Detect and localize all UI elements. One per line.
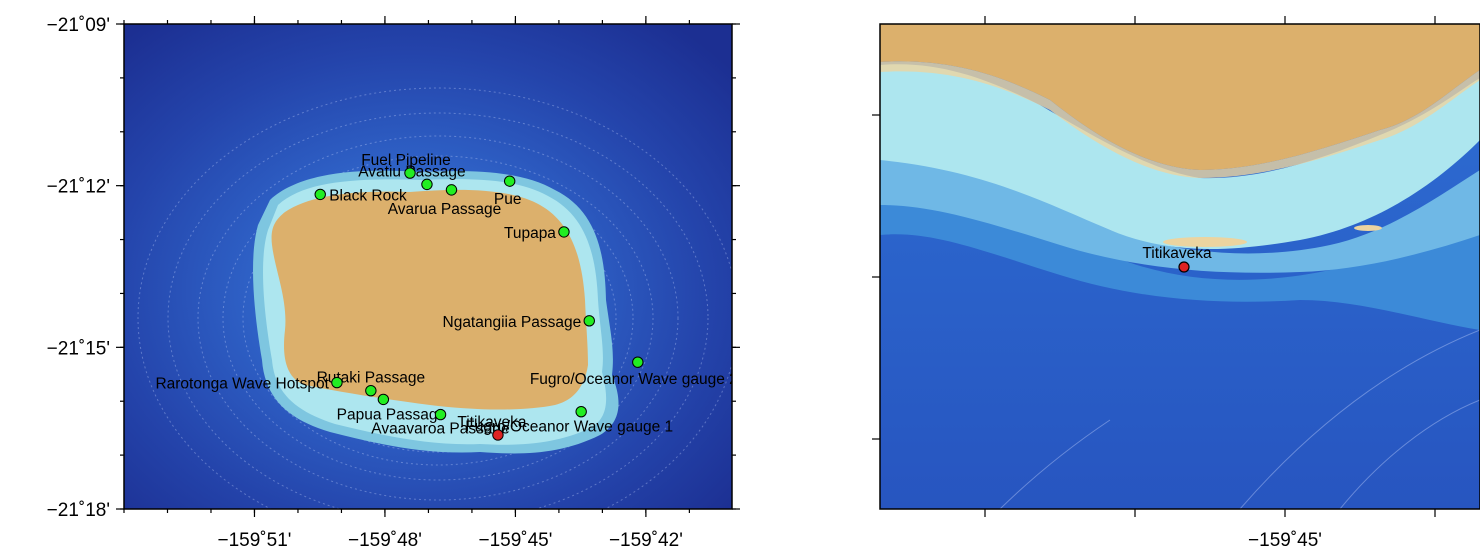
inset-small-islet [1163, 237, 1247, 247]
y-tick-label: −21˚15' [47, 338, 110, 359]
site-marker[interactable] [377, 393, 390, 406]
overview-map[interactable] [124, 24, 738, 548]
inset-map-frame [879, 23, 1480, 510]
site-marker[interactable] [434, 408, 447, 421]
inset-shelf-light [880, 130, 1480, 273]
site-marker[interactable] [492, 429, 504, 441]
site-label: Fugro/Oceanor Wave gauge 2 [530, 371, 738, 388]
x-tick-label: −159˚51' [218, 530, 292, 551]
site-label: Avaavaroa Passage [371, 421, 509, 438]
x-tick-label: −159˚42' [609, 530, 683, 551]
site-marker[interactable] [331, 376, 343, 389]
site-marker[interactable] [575, 405, 587, 418]
y-tick-label: −21˚18' [47, 500, 110, 521]
site-marker[interactable] [583, 315, 595, 327]
inset-map-sites[interactable]: Titikaveka [1142, 245, 1212, 273]
site-marker[interactable] [421, 178, 433, 191]
site-label: Papua Passage [337, 406, 446, 423]
island-land [271, 189, 588, 410]
site-marker[interactable] [404, 167, 416, 179]
inset-small-islet [1354, 225, 1382, 231]
inset-map-axis-labels: −159˚45' [1248, 530, 1322, 551]
inset-shelf [880, 160, 1480, 330]
inset-land-fringe [880, 61, 1480, 179]
inset-site-label: Titikaveka [1142, 245, 1212, 262]
x-tick-label: −159˚48' [348, 530, 422, 551]
site-label: Black Rock [329, 187, 407, 204]
site-label: Titikaveka [457, 414, 527, 431]
site-label: Rarotonga Wave Hotspot [155, 376, 329, 393]
y-tick-label: −21˚09' [47, 15, 110, 36]
overview-map-ticks [116, 16, 740, 517]
site-label: Ngatangiia Passage [443, 314, 582, 331]
site-marker[interactable] [314, 188, 326, 201]
inset-contours [999, 329, 1480, 509]
site-label: Avarua Passage [388, 201, 501, 218]
inset-site-marker[interactable] [1178, 261, 1190, 273]
site-label: Pue [494, 191, 522, 208]
site-marker[interactable] [365, 384, 377, 397]
site-label: Fuel Pipeline [361, 152, 451, 169]
site-marker[interactable] [445, 184, 458, 196]
overview-map-axis-labels: −21˚09' −21˚12' −21˚15' −21˚18' −159˚51' −159… [47, 15, 683, 551]
x-tick-label: −159˚45' [478, 530, 552, 551]
site-marker[interactable] [632, 356, 644, 368]
inset-reef-lagoon [880, 64, 1480, 250]
bathymetry-contours [137, 87, 732, 509]
inset-x-tick-label: −159˚45' [1248, 530, 1322, 551]
site-label: Fugro/Oceanor Wave gauge 1 [465, 419, 673, 436]
y-tick-label: −21˚12' [47, 177, 110, 198]
site-label: Tupapa [504, 225, 556, 242]
site-marker[interactable] [503, 175, 516, 187]
site-label: Rutaki Passage [317, 370, 426, 387]
site-marker[interactable] [558, 226, 570, 238]
inset-land [880, 24, 1480, 170]
inset-map-ticks [872, 16, 1436, 517]
